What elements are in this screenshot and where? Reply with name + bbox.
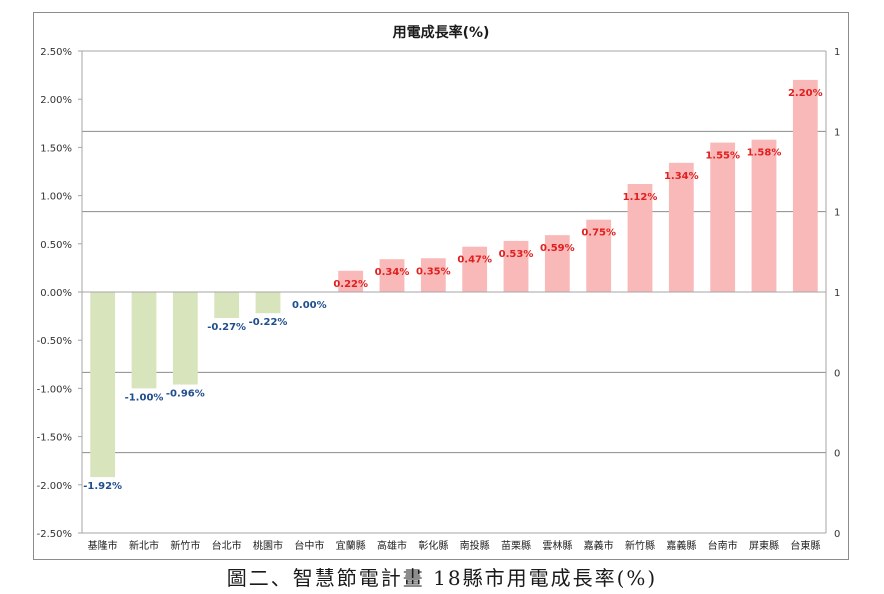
bar [255, 292, 281, 314]
y-tick-label: 2.50% [40, 47, 72, 58]
data-label: 1.12% [623, 192, 658, 203]
bars [90, 79, 818, 478]
data-label: -0.96% [166, 389, 205, 400]
x-tick-label: 彰化縣 [418, 539, 448, 552]
bar [792, 79, 818, 292]
bar [627, 184, 653, 292]
bar [214, 292, 240, 319]
bar [668, 162, 694, 292]
x-tick-label: 雲林縣 [542, 539, 572, 552]
data-label: 0.34% [375, 267, 410, 278]
data-labels: -1.92% -1.00% -0.96% -0.27% -0.22% 0.00% 0.22%… [83, 88, 822, 492]
data-label: 0.75% [581, 228, 616, 239]
bar [586, 219, 612, 292]
bar [379, 259, 405, 292]
data-label: 1.58% [747, 148, 782, 159]
data-label: 0.35% [416, 266, 451, 277]
x-tick-label: 南投縣 [460, 539, 490, 552]
data-label: 2.20% [788, 88, 823, 99]
data-label: -1.00% [125, 392, 164, 403]
y-tick-label: -1.00% [37, 384, 72, 395]
x-tick-label: 台南市 [708, 539, 738, 552]
chart-title: 用電成長率(%) [393, 24, 490, 41]
secondary-y-tick-label: 1 [834, 47, 840, 58]
bar [338, 270, 364, 292]
secondary-y-tick-label: 0 [834, 449, 840, 460]
secondary-y-tick-label: 0 [834, 368, 840, 379]
figure-caption: 圖二、智慧節電計畫 18縣市用電成長率(%) [226, 566, 658, 590]
x-tick-label: 桃園市 [253, 539, 283, 552]
y-tick-label: 1.50% [40, 143, 72, 154]
x-tick-label: 新北市 [129, 539, 159, 552]
data-label: -0.22% [249, 317, 288, 328]
x-tick-label: 基隆市 [88, 539, 118, 552]
y-tick-label: 0.50% [40, 240, 72, 251]
x-tick-label: 新竹市 [170, 539, 200, 552]
secondary-y-tick-label: 1 [834, 288, 840, 299]
x-tick-label: 高雄市 [377, 539, 407, 552]
x-tick-label: 苗栗縣 [501, 540, 531, 552]
data-label: 0.47% [457, 255, 492, 266]
bar [503, 240, 529, 292]
x-tick-label: 台東縣 [790, 539, 820, 552]
axes: 1 1 1 1 0 0 0 2.50% 2.00% 1.50% 1.00% 0.50% 0.00% -0.… [37, 47, 841, 552]
data-label: 0.59% [540, 243, 575, 254]
y-tick-label: -2.50% [37, 529, 72, 540]
bar [544, 235, 570, 292]
data-label: 1.55% [705, 151, 740, 162]
y-tick-label: -2.00% [37, 481, 72, 492]
y-tick-label: 0.00% [40, 288, 72, 299]
x-tick-label: 屏東縣 [749, 539, 779, 552]
bar [131, 292, 157, 389]
data-label: -1.92% [83, 481, 122, 492]
x-tick-label: 嘉義縣 [666, 539, 696, 552]
y-tick-label: -1.50% [37, 433, 72, 444]
bar [172, 292, 198, 385]
bar [420, 258, 446, 292]
data-label: 0.53% [499, 249, 534, 260]
secondary-y-tick-label: 1 [834, 208, 840, 219]
y-tick-label: -0.50% [37, 336, 72, 347]
bar [90, 292, 116, 478]
secondary-y-tick-label: 0 [834, 529, 840, 540]
data-label: 0.22% [333, 279, 368, 290]
secondary-y-tick-label: 1 [834, 127, 840, 138]
y-tick-label: 1.00% [40, 192, 72, 203]
data-label: 0.00% [292, 300, 327, 311]
x-tick-label: 台中市 [294, 539, 324, 552]
x-tick-label: 宜蘭縣 [336, 539, 366, 552]
bar [710, 142, 736, 292]
y-tick-label: 2.00% [40, 95, 72, 106]
x-tick-label: 嘉義市 [584, 539, 614, 552]
bar [751, 139, 777, 292]
data-label: 1.34% [664, 171, 699, 182]
bar [462, 246, 488, 292]
x-tick-label: 台北市 [212, 539, 242, 552]
x-tick-label: 新竹縣 [625, 539, 655, 552]
data-label: -0.27% [207, 322, 246, 333]
